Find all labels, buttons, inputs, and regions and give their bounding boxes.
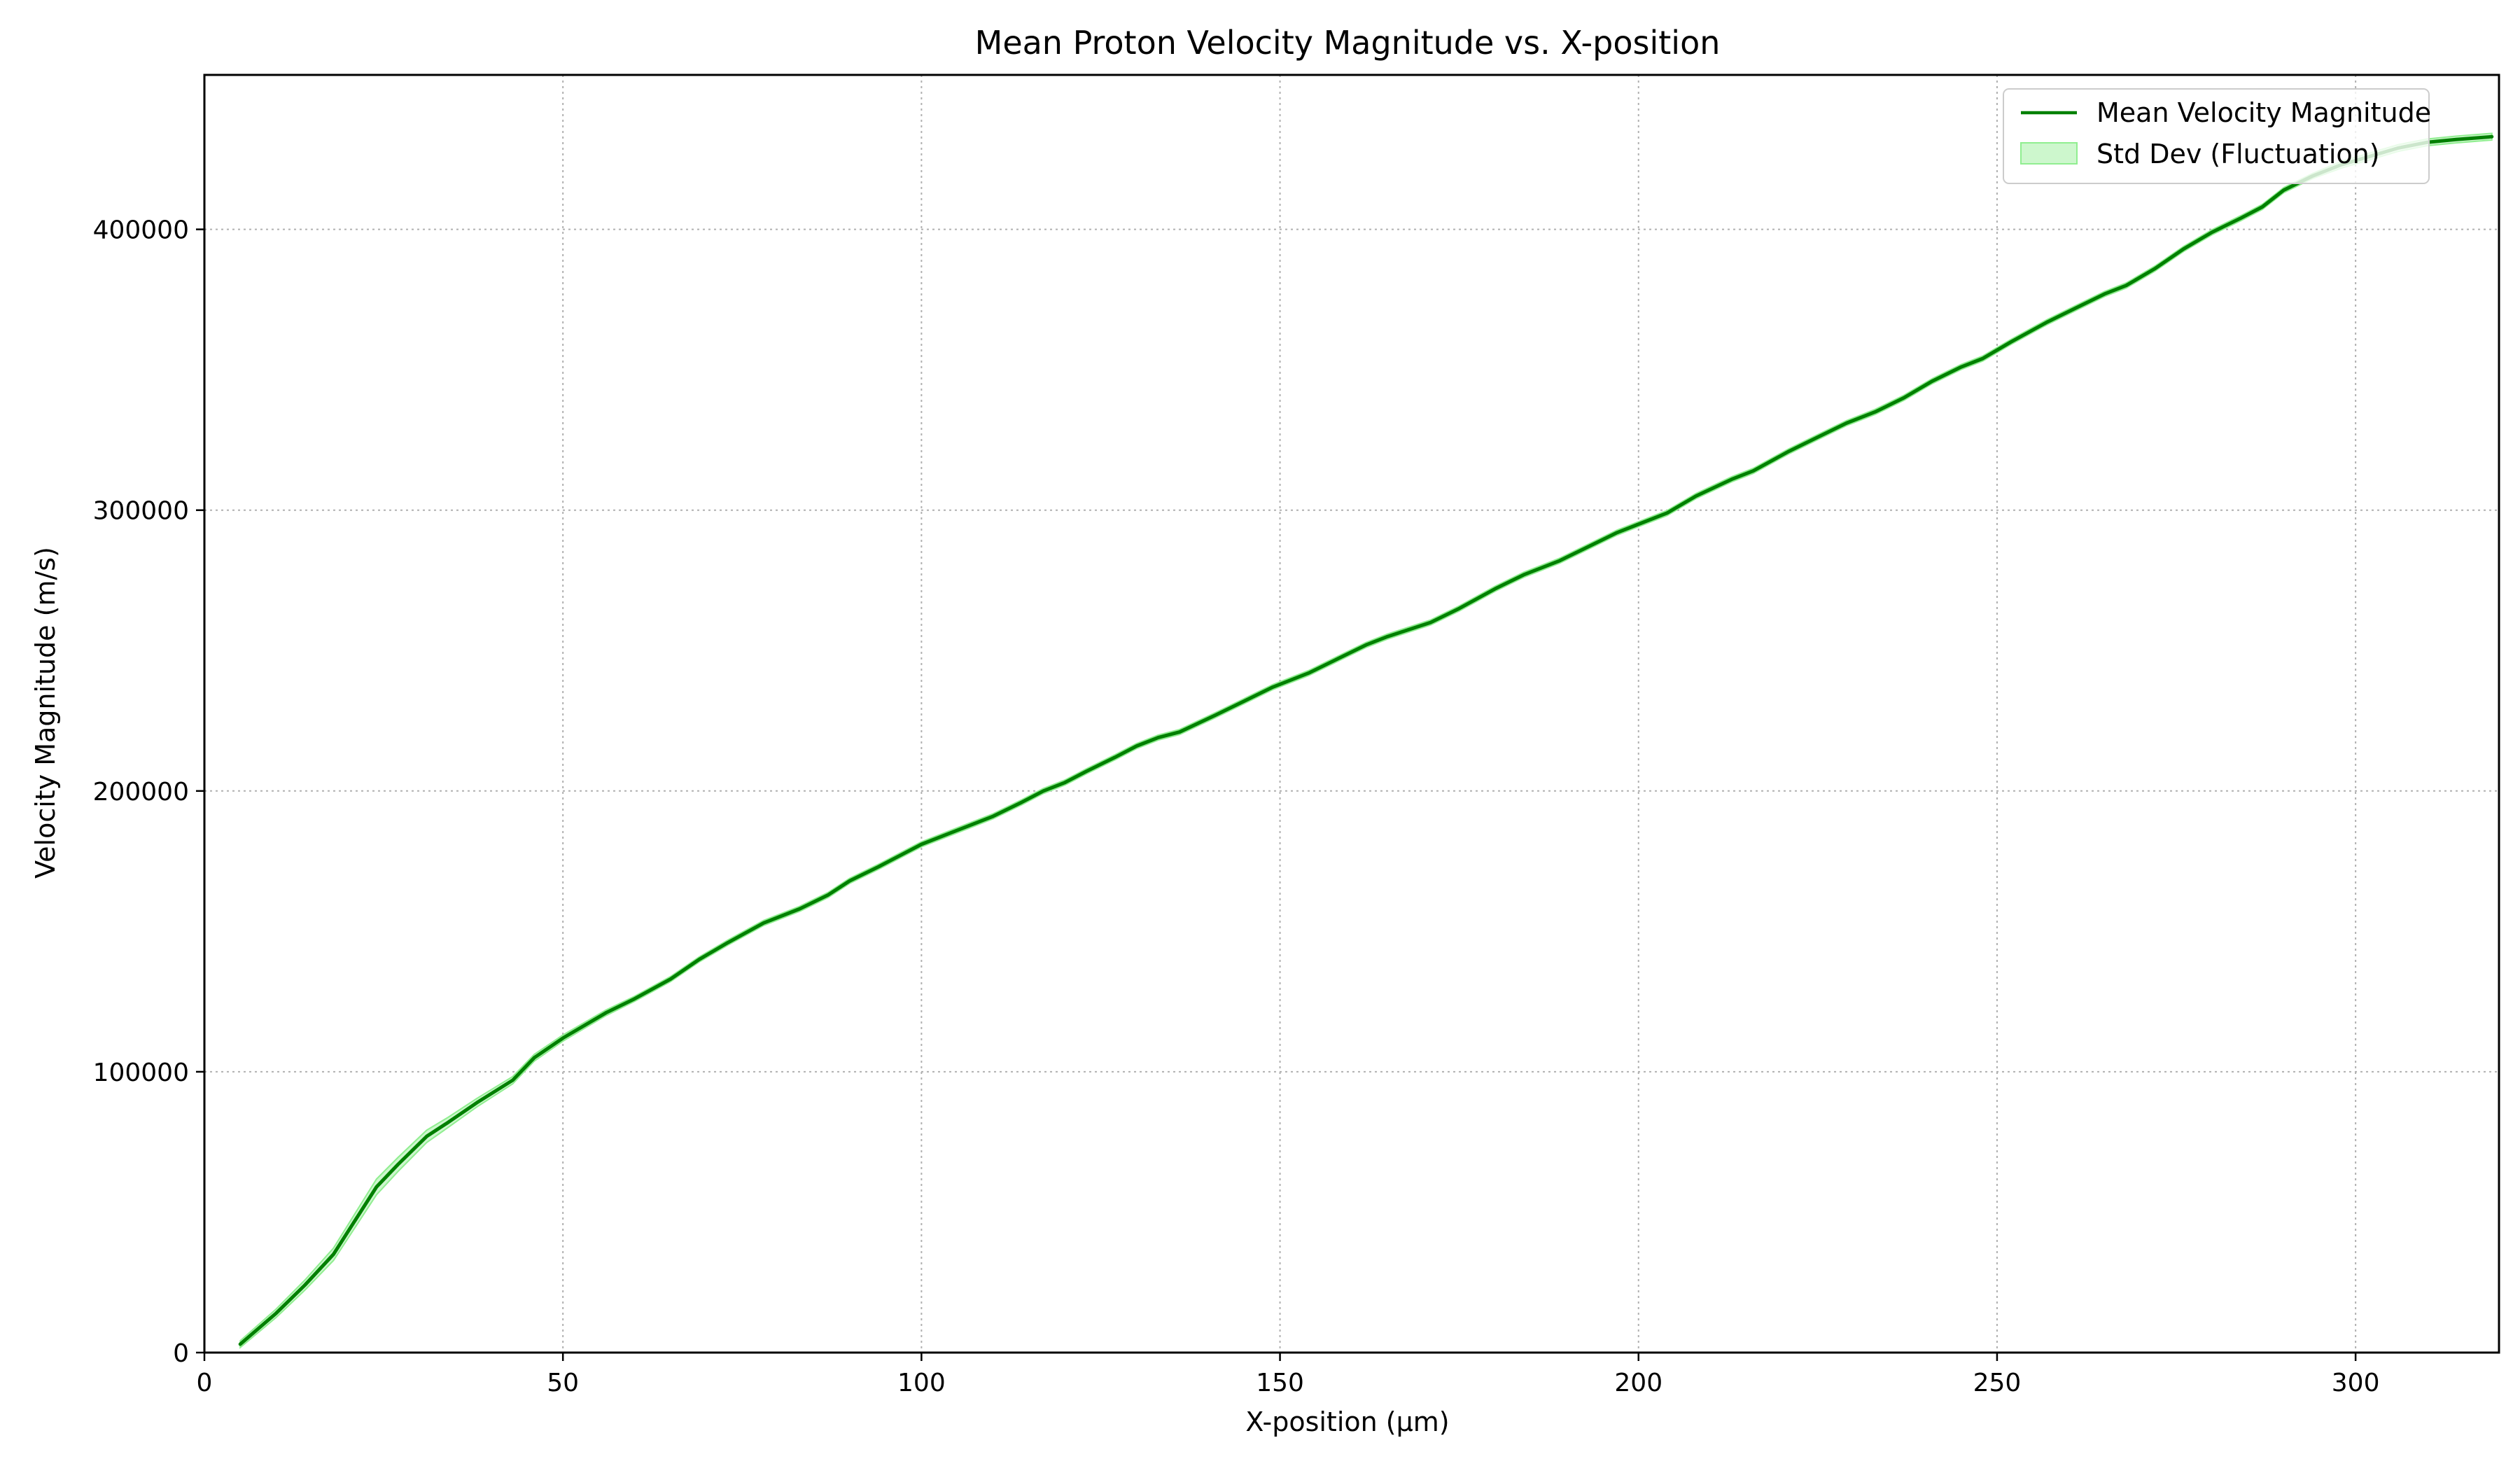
y-tick-label: 100000 (93, 1059, 189, 1087)
legend-label-mean: Mean Velocity Magnitude (2096, 97, 2431, 128)
mean-velocity-polyline (238, 134, 2494, 1346)
legend-label-std: Std Dev (Fluctuation) (2096, 139, 2380, 169)
x-tick-label: 250 (1973, 1369, 2022, 1397)
std-dev-area (239, 132, 2493, 1349)
y-tick-label: 400000 (93, 216, 189, 245)
y-tick-label: 0 (173, 1339, 189, 1368)
legend: Mean Velocity Magnitude Std Dev (Fluctua… (2003, 88, 2431, 184)
x-axis-label: X-position (µm) (1245, 1406, 1449, 1437)
x-axis-ticks: 0 50 100 150 200 250 300 (197, 1353, 2380, 1397)
y-tick-label: 200000 (93, 778, 189, 807)
x-tick-label: 150 (1256, 1369, 1304, 1397)
plot-frame (203, 74, 2500, 1354)
x-tick-label: 100 (897, 1369, 946, 1397)
y-axis-ticks: 0 100000 200000 300000 400000 (93, 216, 204, 1368)
x-tick-label: 200 (1614, 1369, 1662, 1397)
legend-box (2003, 88, 2430, 184)
std-dev-band (239, 132, 2493, 1349)
x-tick-label: 300 (2332, 1369, 2380, 1397)
mean-velocity-line (238, 134, 2494, 1346)
chart-title: Mean Proton Velocity Magnitude vs. X-pos… (975, 24, 1721, 62)
y-axis-label: Velocity Magnitude (m/s) (30, 547, 61, 879)
grid-lines (204, 75, 2499, 1353)
x-tick-label: 50 (547, 1369, 579, 1397)
y-tick-label: 300000 (93, 497, 189, 526)
legend-band-swatch (2020, 142, 2078, 165)
x-tick-label: 0 (197, 1369, 213, 1397)
